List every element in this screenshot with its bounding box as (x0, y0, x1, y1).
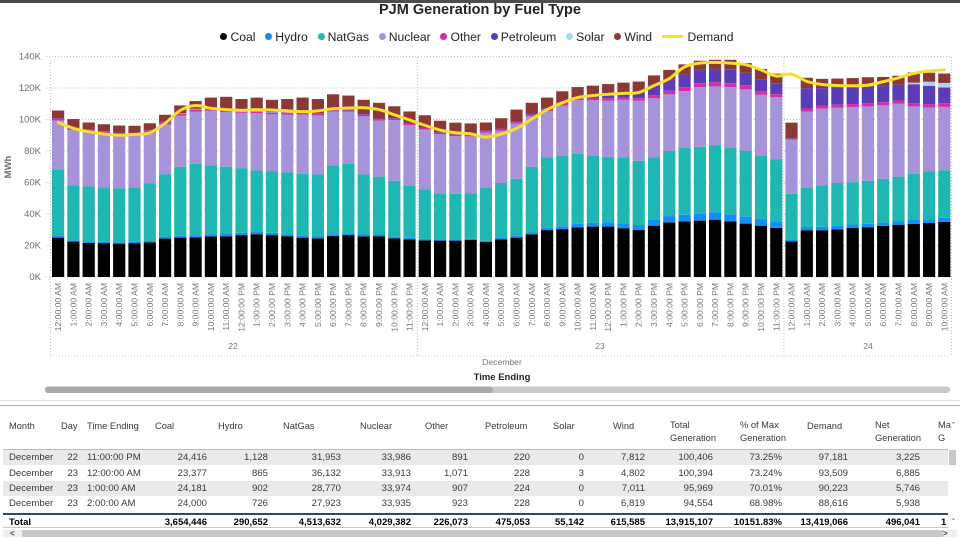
svg-text:12:00:00 AM: 12:00:00 AM (420, 283, 430, 331)
svg-text:4:00:00 AM: 4:00:00 AM (481, 283, 491, 326)
svg-text:3:00:00 PM: 3:00:00 PM (649, 283, 659, 327)
svg-text:3:00:00 PM: 3:00:00 PM (282, 283, 292, 327)
svg-text:4:00:00 AM: 4:00:00 AM (848, 283, 858, 326)
svg-text:9:00:00 AM: 9:00:00 AM (191, 283, 201, 326)
svg-text:60K: 60K (24, 178, 42, 189)
svg-text:10:00:00 AM: 10:00:00 AM (939, 283, 949, 331)
svg-text:3:00:00 AM: 3:00:00 AM (466, 283, 476, 326)
svg-text:0K: 0K (29, 272, 41, 283)
svg-text:11:00:00 AM: 11:00:00 AM (588, 283, 598, 331)
svg-text:3:00:00 AM: 3:00:00 AM (832, 283, 842, 326)
svg-text:6:00:00 AM: 6:00:00 AM (512, 283, 522, 326)
svg-text:100K: 100K (19, 115, 42, 126)
svg-text:Time Ending: Time Ending (474, 372, 531, 383)
svg-text:2:00:00 AM: 2:00:00 AM (84, 283, 94, 326)
svg-text:120K: 120K (19, 83, 42, 94)
svg-text:5:00:00 AM: 5:00:00 AM (496, 283, 506, 326)
svg-text:140K: 140K (19, 52, 42, 63)
svg-text:20K: 20K (24, 241, 42, 252)
svg-text:12:00:00 PM: 12:00:00 PM (603, 283, 613, 332)
svg-text:12:00:00 PM: 12:00:00 PM (237, 283, 247, 332)
svg-text:24: 24 (863, 341, 873, 351)
svg-text:1:00:00 AM: 1:00:00 AM (435, 283, 445, 326)
svg-text:9:00:00 AM: 9:00:00 AM (557, 283, 567, 326)
svg-text:8:00:00 PM: 8:00:00 PM (359, 283, 369, 327)
svg-text:4:00:00 PM: 4:00:00 PM (664, 283, 674, 327)
svg-text:10:00:00 PM: 10:00:00 PM (756, 283, 766, 332)
svg-text:4:00:00 AM: 4:00:00 AM (114, 283, 124, 326)
svg-text:2:00:00 AM: 2:00:00 AM (817, 283, 827, 326)
svg-text:23: 23 (595, 341, 605, 351)
svg-text:8:00:00 AM: 8:00:00 AM (909, 283, 919, 326)
svg-text:1:00:00 PM: 1:00:00 PM (619, 283, 629, 327)
svg-text:12:00:00 AM: 12:00:00 AM (787, 283, 797, 331)
svg-text:6:00:00 AM: 6:00:00 AM (145, 283, 155, 326)
svg-text:9:00:00 AM: 9:00:00 AM (924, 283, 934, 326)
svg-text:10:00:00 AM: 10:00:00 AM (573, 283, 583, 331)
svg-text:10:00:00 PM: 10:00:00 PM (389, 283, 399, 332)
svg-text:December: December (482, 357, 522, 367)
svg-text:7:00:00 PM: 7:00:00 PM (710, 283, 720, 327)
svg-text:22: 22 (228, 341, 238, 351)
svg-text:3:00:00 AM: 3:00:00 AM (99, 283, 109, 326)
svg-text:80K: 80K (24, 146, 42, 157)
svg-text:9:00:00 PM: 9:00:00 PM (741, 283, 751, 327)
svg-text:10:00:00 AM: 10:00:00 AM (206, 283, 216, 331)
svg-text:1:00:00 AM: 1:00:00 AM (802, 283, 812, 326)
svg-text:2:00:00 PM: 2:00:00 PM (634, 283, 644, 327)
svg-text:5:00:00 AM: 5:00:00 AM (130, 283, 140, 326)
svg-text:12:00:00 AM: 12:00:00 AM (53, 283, 63, 331)
svg-text:11:00:00 PM: 11:00:00 PM (771, 283, 781, 331)
svg-text:8:00:00 AM: 8:00:00 AM (175, 283, 185, 326)
svg-text:6:00:00 PM: 6:00:00 PM (328, 283, 338, 327)
svg-text:7:00:00 AM: 7:00:00 AM (894, 283, 904, 326)
svg-text:MWh: MWh (3, 155, 14, 178)
svg-text:6:00:00 AM: 6:00:00 AM (878, 283, 888, 326)
svg-text:7:00:00 PM: 7:00:00 PM (343, 283, 353, 327)
svg-text:8:00:00 PM: 8:00:00 PM (725, 283, 735, 327)
svg-text:1:00:00 PM: 1:00:00 PM (252, 283, 262, 327)
svg-text:5:00:00 PM: 5:00:00 PM (313, 283, 323, 327)
svg-text:2:00:00 PM: 2:00:00 PM (267, 283, 277, 327)
svg-text:1:00:00 AM: 1:00:00 AM (68, 283, 78, 326)
svg-text:11:00:00 PM: 11:00:00 PM (405, 283, 415, 331)
svg-text:6:00:00 PM: 6:00:00 PM (695, 283, 705, 327)
svg-text:8:00:00 AM: 8:00:00 AM (542, 283, 552, 326)
svg-text:7:00:00 AM: 7:00:00 AM (527, 283, 537, 326)
svg-text:9:00:00 PM: 9:00:00 PM (374, 283, 384, 327)
svg-text:7:00:00 AM: 7:00:00 AM (160, 283, 170, 326)
svg-text:40K: 40K (24, 209, 42, 220)
svg-text:5:00:00 PM: 5:00:00 PM (680, 283, 690, 327)
svg-text:5:00:00 AM: 5:00:00 AM (863, 283, 873, 326)
svg-text:2:00:00 AM: 2:00:00 AM (450, 283, 460, 326)
svg-text:4:00:00 PM: 4:00:00 PM (298, 283, 308, 327)
svg-text:11:00:00 AM: 11:00:00 AM (221, 283, 231, 331)
